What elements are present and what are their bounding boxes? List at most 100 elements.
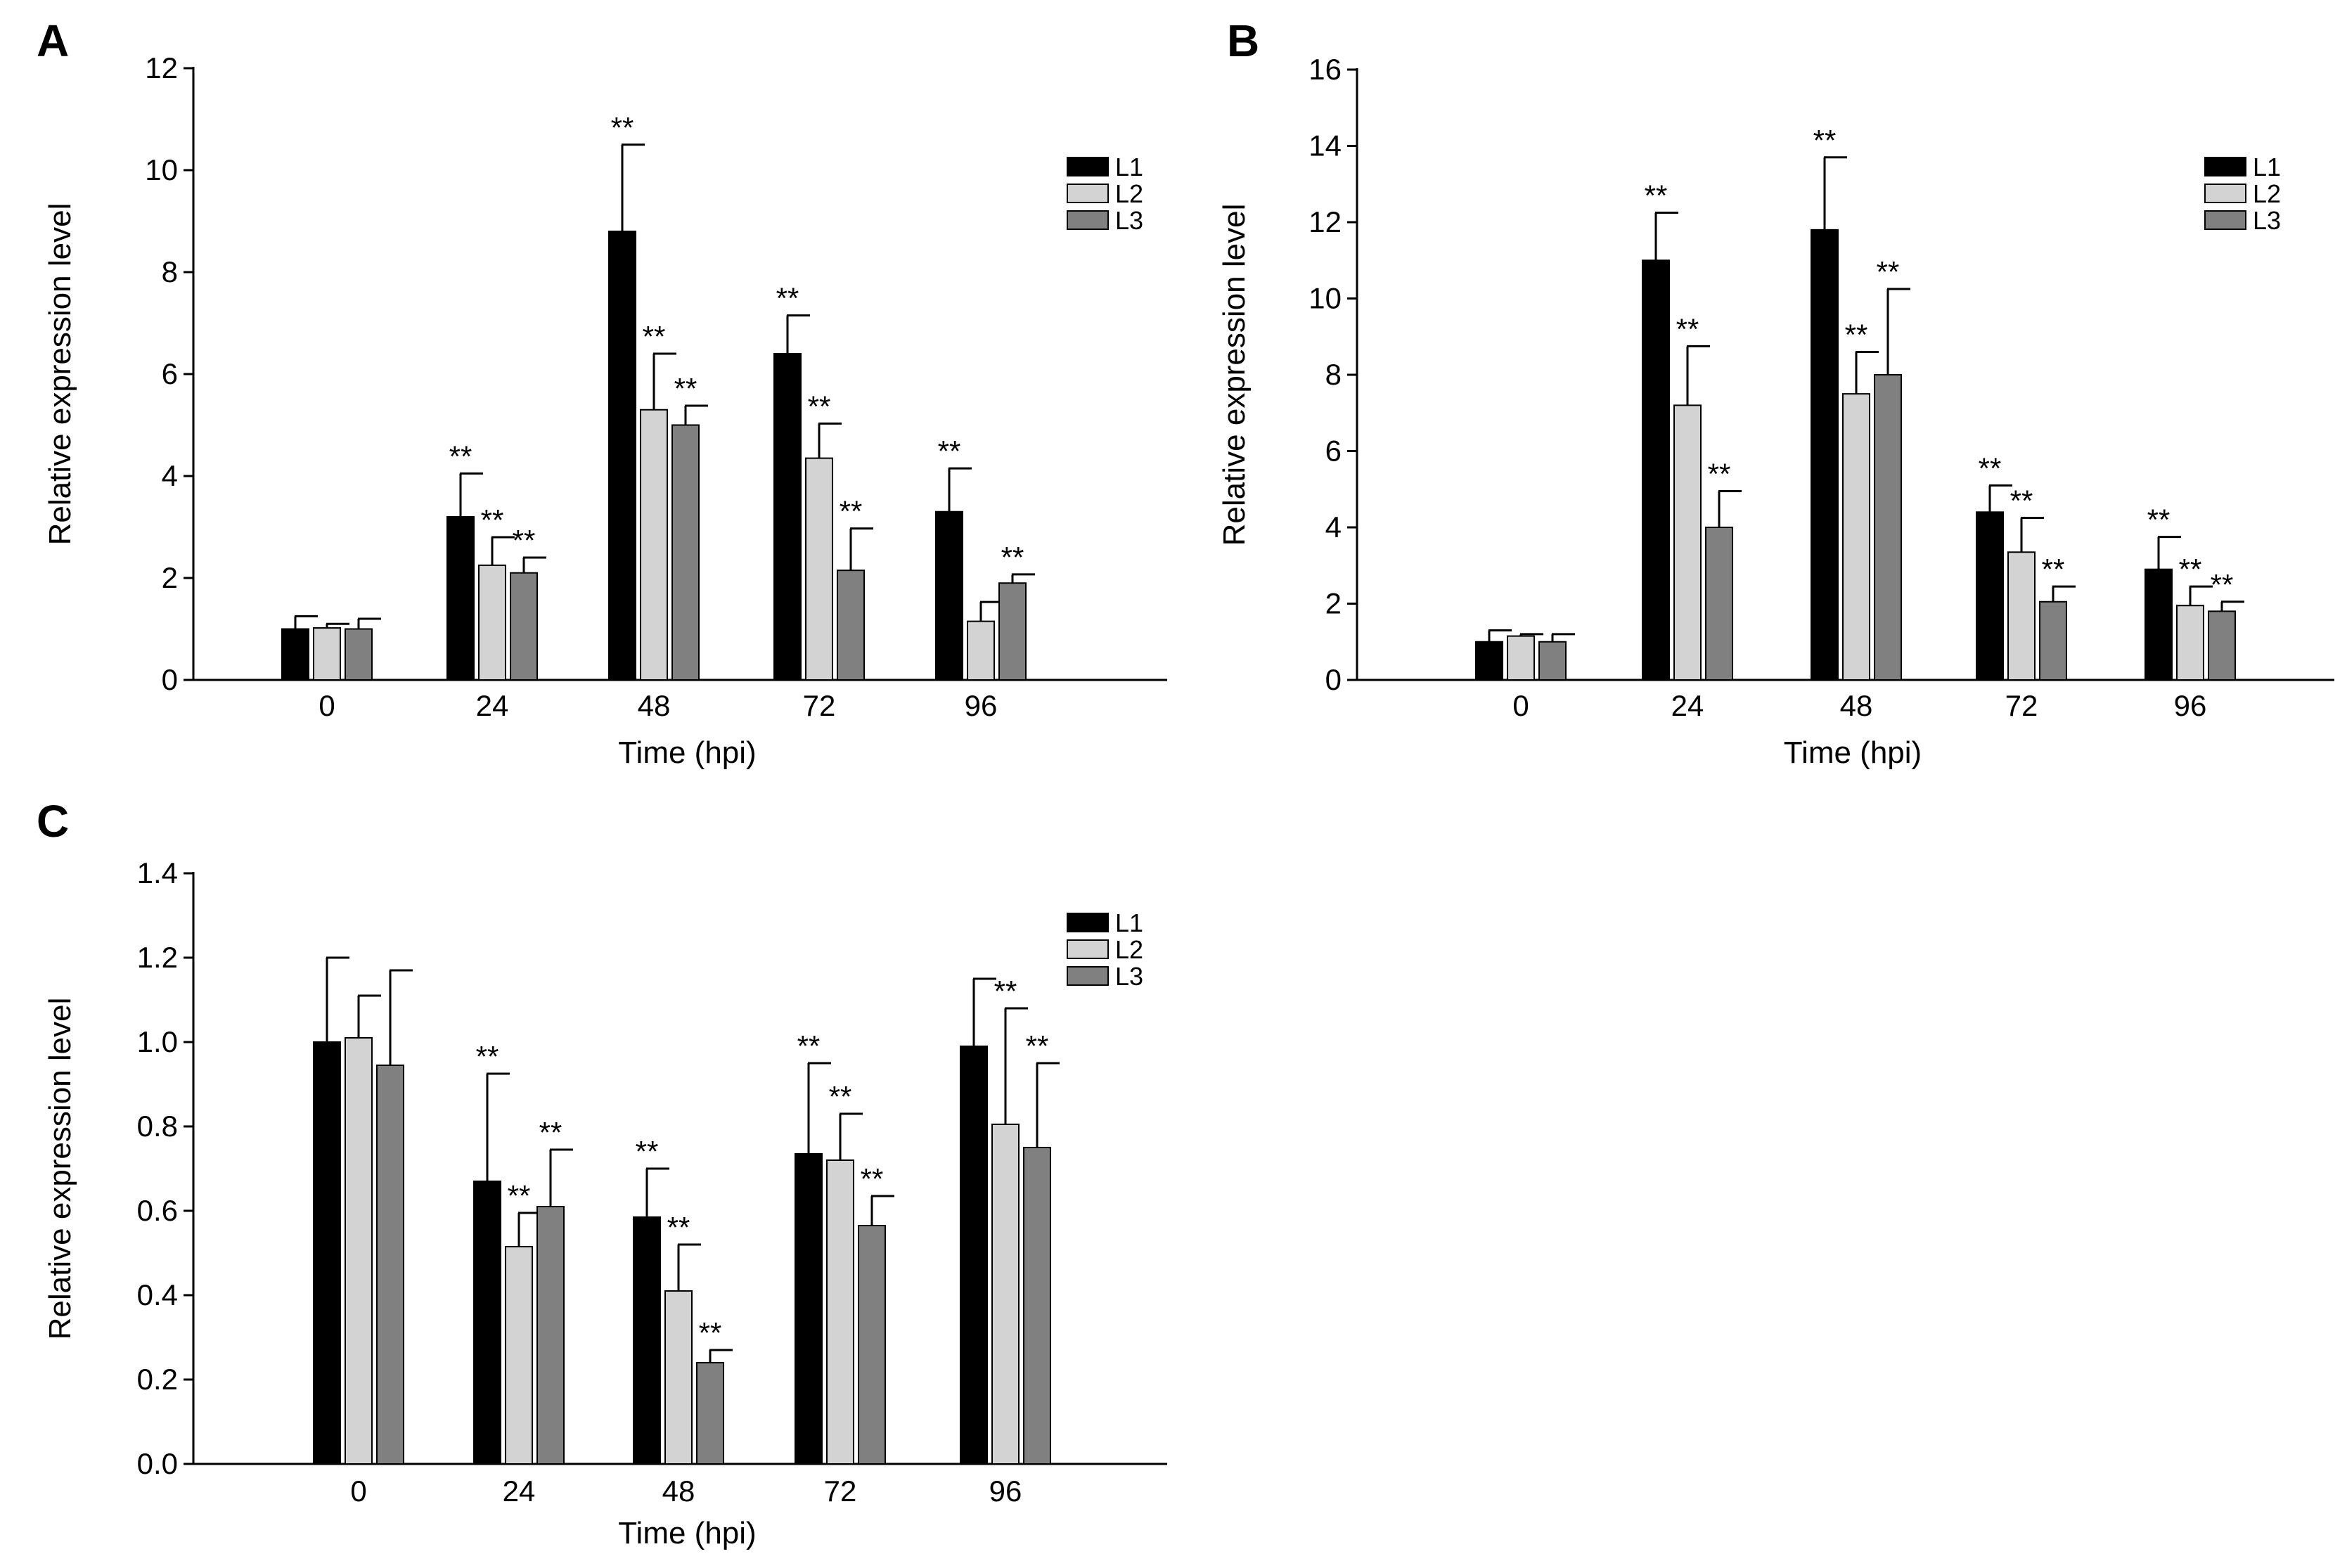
bar-l3 xyxy=(2039,600,2067,681)
significance-mark: ** xyxy=(994,975,1017,1008)
bar-l2 xyxy=(1842,393,1870,681)
significance-mark: ** xyxy=(1001,541,1024,574)
legend-label: L2 xyxy=(2253,179,2281,208)
y-tick-label: 6 xyxy=(162,357,178,390)
significance-mark: ** xyxy=(861,1162,884,1195)
bar-l2 xyxy=(967,620,995,681)
significance-mark: ** xyxy=(2042,553,2065,586)
bar-l1 xyxy=(1642,259,1670,681)
bar-l3 xyxy=(671,424,700,681)
y-tick-label: 8 xyxy=(1325,358,1342,391)
bar-l2 xyxy=(1673,404,1702,681)
y-tick-label: 0.4 xyxy=(137,1278,178,1311)
legend-swatch xyxy=(1067,966,1109,986)
x-tick-label: 96 xyxy=(989,1474,1022,1508)
bar-l1 xyxy=(1475,641,1503,681)
significance-mark: ** xyxy=(636,1135,659,1168)
y-tick-label: 10 xyxy=(1308,282,1342,315)
legend-label: L2 xyxy=(1115,935,1143,964)
bar-l1 xyxy=(795,1153,823,1465)
y-tick-label: 12 xyxy=(145,51,178,84)
x-tick-label: 72 xyxy=(824,1474,857,1508)
significance-mark: ** xyxy=(797,1029,821,1062)
legend-swatch xyxy=(1067,939,1109,959)
x-tick-label: 48 xyxy=(662,1474,695,1508)
significance-mark: ** xyxy=(1026,1029,1049,1062)
y-tick-label: 4 xyxy=(1325,510,1342,544)
y-tick-label: 14 xyxy=(1308,129,1342,162)
legend-swatch xyxy=(2204,210,2246,230)
x-axis-title: Time (hpi) xyxy=(618,735,756,770)
x-axis-title: Time (hpi) xyxy=(1784,735,1922,770)
panel-label: C xyxy=(37,796,69,847)
bar-l1 xyxy=(473,1181,501,1465)
x-tick-label: 96 xyxy=(965,689,998,722)
legend-label: L3 xyxy=(1115,962,1143,991)
significance-mark: ** xyxy=(938,435,961,468)
legend-swatch xyxy=(1067,913,1109,932)
bar-l2 xyxy=(2007,551,2036,681)
legend-label: L2 xyxy=(1115,179,1143,208)
bar-l3 xyxy=(536,1206,565,1465)
y-tick-label: 0.0 xyxy=(137,1447,178,1480)
x-tick-label: 0 xyxy=(1512,689,1529,722)
y-tick-label: 6 xyxy=(1325,435,1342,468)
y-tick-label: 0.2 xyxy=(137,1363,178,1396)
bar-l1 xyxy=(633,1216,661,1465)
x-tick-label: 72 xyxy=(803,689,836,722)
significance-mark: ** xyxy=(2010,484,2033,517)
bar-l3 xyxy=(2208,610,2236,681)
bar-l1 xyxy=(608,231,636,681)
significance-mark: ** xyxy=(643,320,666,353)
significance-mark: ** xyxy=(1676,312,1699,345)
panel-label: B xyxy=(1227,15,1259,66)
panel-c: C 0.0 0.2 0.4 0.6 0.8 1.0 1.2 1.4 0 24 48 72 96 Time (… xyxy=(37,796,1167,1550)
y-tick-label: 0.8 xyxy=(137,1110,178,1143)
legend-swatch xyxy=(2204,157,2246,176)
bar-l2 xyxy=(2176,605,2204,681)
significance-mark: ** xyxy=(476,1040,499,1073)
x-tick-label: 24 xyxy=(503,1474,536,1508)
bar-l1 xyxy=(2145,568,2173,681)
significance-mark: ** xyxy=(1845,318,1868,351)
significance-mark: ** xyxy=(699,1316,722,1349)
x-tick-label: 0 xyxy=(319,689,335,722)
legend-label: L1 xyxy=(1115,153,1143,181)
bar-l2 xyxy=(805,457,833,681)
y-tick-label: 4 xyxy=(162,459,178,492)
significance-mark: ** xyxy=(1813,124,1837,157)
x-tick-label: 96 xyxy=(2174,689,2207,722)
y-tick-label: 8 xyxy=(162,255,178,288)
bar-l3 xyxy=(696,1362,724,1465)
y-tick-label: 2 xyxy=(162,561,178,594)
significance-mark: ** xyxy=(2211,568,2234,601)
x-tick-label: 0 xyxy=(350,1474,366,1508)
legend-label: L3 xyxy=(1115,206,1143,235)
significance-mark: ** xyxy=(808,390,831,423)
significance-mark: ** xyxy=(776,282,799,315)
legend-swatch xyxy=(1067,184,1109,203)
y-tick-label: 0.6 xyxy=(137,1194,178,1227)
legend-swatch xyxy=(2204,184,2246,203)
bar-l2 xyxy=(991,1124,1020,1465)
significance-mark: ** xyxy=(840,495,863,528)
bar-l2 xyxy=(345,1037,373,1465)
y-axis-title: Relative expression level xyxy=(43,203,77,546)
bar-l3 xyxy=(837,570,865,681)
bar-l1 xyxy=(1976,511,2004,681)
legend-label: L1 xyxy=(2253,153,2281,181)
x-tick-label: 24 xyxy=(1671,689,1704,722)
x-axis-title: Time (hpi) xyxy=(618,1516,756,1550)
significance-mark: ** xyxy=(2147,503,2171,536)
y-axis-title: Relative expression level xyxy=(43,998,77,1340)
bar-l2 xyxy=(505,1246,533,1465)
bar-l1 xyxy=(281,628,309,681)
legend-label: L3 xyxy=(2253,206,2281,235)
significance-mark: ** xyxy=(449,439,472,473)
bar-l3 xyxy=(1538,641,1567,681)
significance-mark: ** xyxy=(508,1179,531,1212)
y-tick-label: 1.4 xyxy=(137,856,178,889)
y-axis-title: Relative expression level xyxy=(1217,204,1252,546)
